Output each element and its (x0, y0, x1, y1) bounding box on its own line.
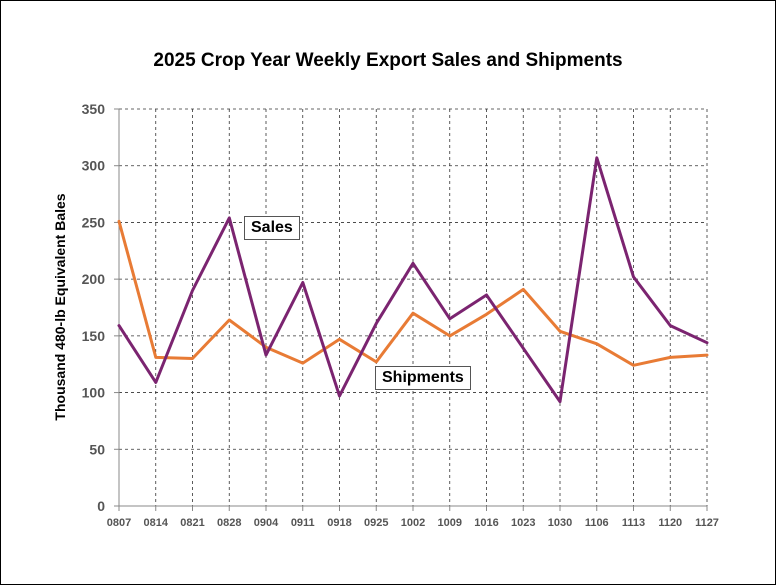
y-tick-label: 250 (82, 214, 106, 230)
x-tick-label: 0807 (107, 517, 131, 529)
y-tick-label: 350 (82, 101, 106, 117)
x-tick-label: 1009 (438, 517, 462, 529)
x-tick-label: 0918 (327, 517, 351, 529)
y-tick-label: 0 (97, 498, 105, 514)
x-tick-label: 1120 (658, 517, 682, 529)
x-tick-label: 0821 (180, 517, 204, 529)
y-tick-label: 50 (89, 441, 105, 457)
x-tick-label: 1127 (695, 517, 719, 529)
y-tick-label: 200 (82, 271, 106, 287)
x-tick-label: 1113 (622, 517, 645, 529)
sales-annotation: Sales (244, 216, 300, 240)
y-tick-label: 150 (82, 328, 106, 344)
x-tick-label: 1106 (585, 517, 609, 529)
x-tick-label: 1023 (511, 517, 535, 529)
shipments-line (117, 219, 709, 367)
chart-title: 2025 Crop Year Weekly Export Sales and S… (153, 50, 623, 71)
sales-line (117, 156, 709, 404)
y-tick-label: 100 (82, 385, 106, 401)
x-tick-label: 0925 (364, 517, 388, 529)
x-tick-label: 0904 (254, 517, 279, 529)
x-tick-label: 1030 (548, 517, 572, 529)
x-tick-label: 1016 (474, 517, 498, 529)
x-tick-label: 0814 (144, 517, 169, 529)
shipments-annotation: Shipments (375, 366, 471, 390)
x-tick-label: 0911 (291, 517, 315, 529)
x-tick-label: 0828 (217, 517, 241, 529)
x-tick-label: 1002 (401, 517, 425, 529)
y-tick-label: 300 (82, 158, 106, 174)
